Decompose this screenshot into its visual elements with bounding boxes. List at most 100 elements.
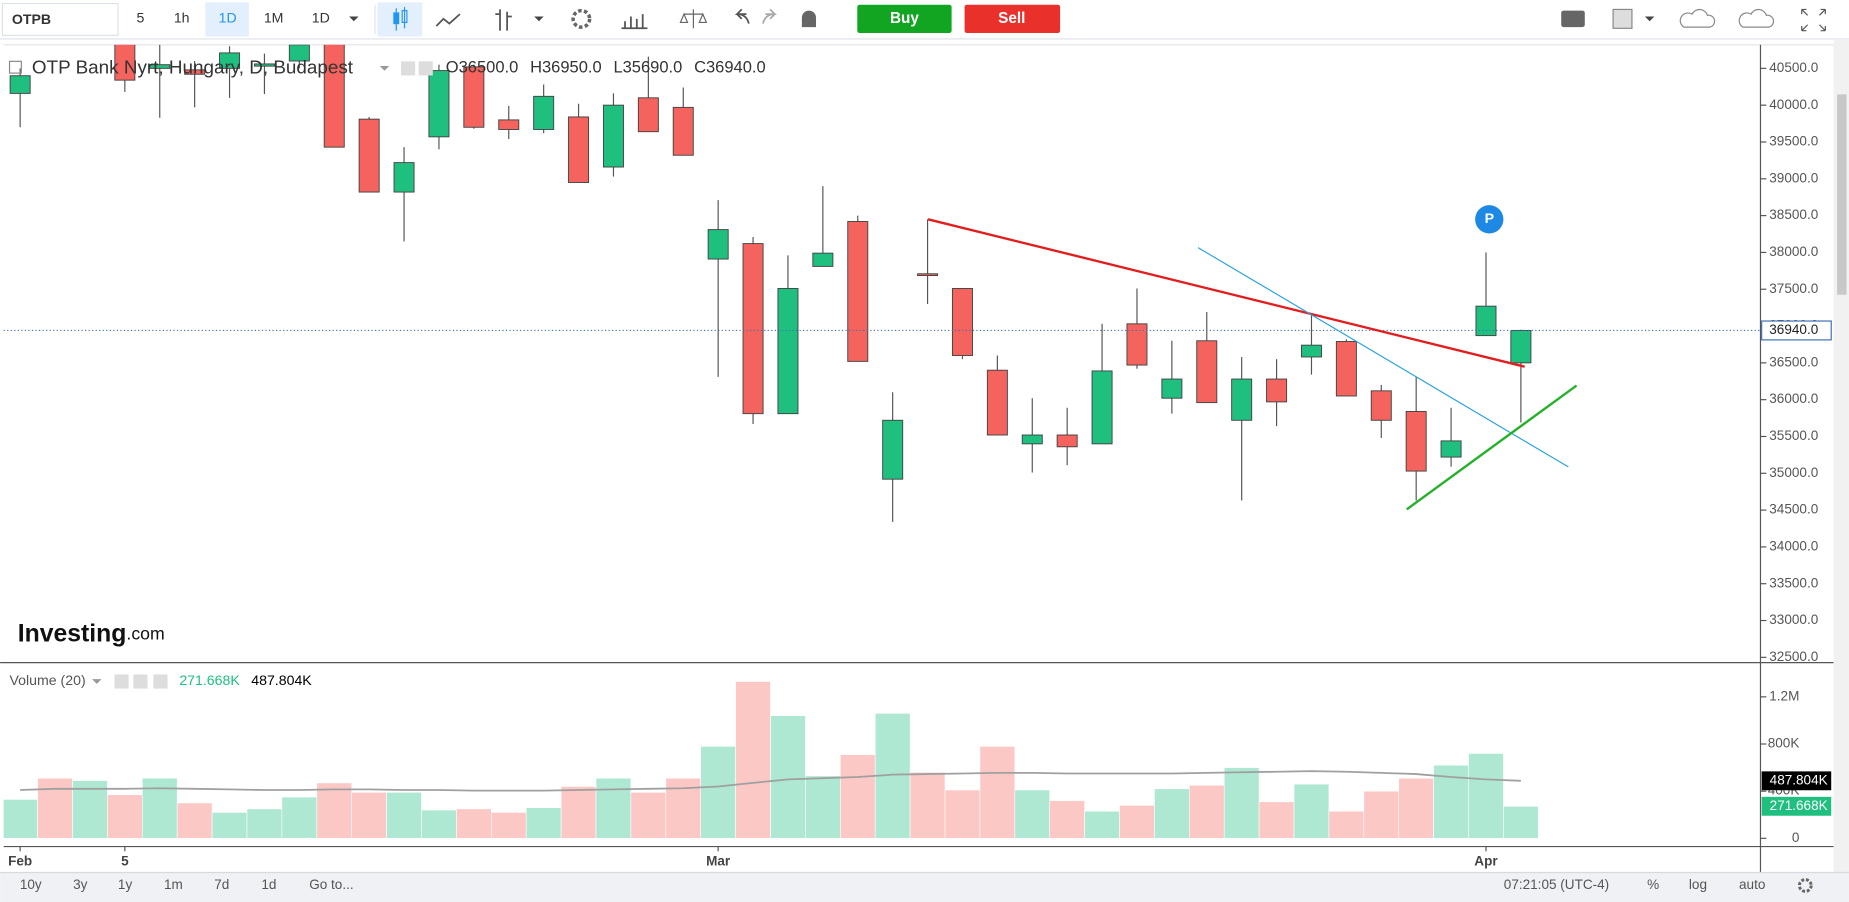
dropdown-arrow[interactable]: [349, 16, 359, 22]
candle-body: [393, 162, 415, 193]
x-tick-label: Feb: [8, 853, 32, 868]
candle-body: [812, 252, 834, 267]
candle-body: [637, 97, 659, 133]
dropdown-arrow[interactable]: [92, 679, 102, 684]
volume-bar: [351, 792, 387, 839]
auto-toggle[interactable]: auto: [1739, 877, 1765, 892]
plot-area: [3, 44, 1761, 847]
event-marker-label[interactable]: P: [1485, 210, 1494, 226]
last-value-label: 487.804K: [1770, 772, 1828, 787]
undo-icon[interactable]: [734, 8, 750, 24]
candle-body: [1475, 305, 1497, 337]
buy-label[interactable]: Buy: [890, 10, 919, 27]
candle-body: [288, 44, 310, 62]
y-tick-label: 38000.0: [1769, 244, 1818, 259]
range-button[interactable]: 3y: [73, 877, 88, 892]
trendline[interactable]: [1406, 384, 1578, 511]
candle-body: [1405, 410, 1427, 472]
redo-icon[interactable]: [762, 8, 777, 24]
range-button[interactable]: 1d: [261, 877, 276, 892]
volume-bar: [595, 777, 632, 839]
volume-bar: [735, 681, 771, 839]
layout-icon[interactable]: [1612, 8, 1633, 29]
candle-body: [602, 104, 624, 168]
symbol-box[interactable]: [1, 2, 119, 36]
interval[interactable]: 1D: [312, 10, 330, 26]
volume-bar: [1328, 810, 1365, 839]
legend-icon[interactable]: [418, 61, 433, 76]
candle-icon[interactable]: [393, 7, 408, 31]
buy-button[interactable]: [857, 4, 952, 34]
candle-body: [707, 229, 729, 260]
y-tick-label: 36500.0: [1769, 354, 1818, 369]
volume-bar: [211, 812, 248, 839]
range-button[interactable]: 1m: [164, 877, 183, 892]
interval[interactable]: 1D: [219, 10, 237, 26]
symbol[interactable]: OTPB: [12, 11, 51, 27]
interval[interactable]: 5: [136, 10, 144, 26]
sell-label[interactable]: Sell: [998, 10, 1025, 27]
y-tick-label: 35000.0: [1769, 465, 1818, 480]
legend-icon[interactable]: [153, 674, 168, 689]
goto-button[interactable]: Go to...: [309, 877, 353, 892]
y-tick-label: 35500.0: [1769, 428, 1818, 443]
volume-ma-legend-value: 487.804K: [251, 672, 312, 688]
bar-icon[interactable]: [495, 9, 512, 31]
dropdown-arrow[interactable]: [1644, 16, 1655, 22]
indicators-icon[interactable]: [621, 14, 648, 30]
volume-bar: [1258, 801, 1295, 839]
dropdown-arrow[interactable]: [379, 66, 390, 71]
volume-bar: [281, 796, 318, 839]
settings-icon[interactable]: [571, 8, 592, 29]
dropdown-arrow[interactable]: [534, 16, 544, 22]
fullscreen-icon[interactable]: [1801, 8, 1826, 32]
line-icon[interactable]: [435, 13, 461, 27]
candle-body: [1161, 378, 1183, 399]
candle-body: [986, 369, 1008, 436]
candle-body: [1510, 329, 1532, 364]
collapse-icon[interactable]: [8, 60, 22, 74]
chart-style-active: [377, 2, 423, 37]
interval[interactable]: 1M: [264, 10, 284, 26]
range-button[interactable]: 1y: [118, 877, 133, 892]
scrollbar-thumb[interactable]: [1837, 94, 1847, 295]
volume-bar: [1293, 783, 1330, 839]
logo-brand: Investing: [18, 620, 127, 647]
legend-icon[interactable]: [400, 61, 416, 76]
volume-legend-value: 271.668K: [179, 672, 240, 688]
save-icon[interactable]: [1738, 8, 1775, 28]
sell-button[interactable]: [964, 4, 1061, 34]
volume-bar: [421, 809, 457, 839]
interval-active-bg: [205, 2, 249, 37]
event-marker[interactable]: [1475, 205, 1504, 234]
trendline[interactable]: [1197, 247, 1569, 468]
last-price-label: 36940.0: [1769, 322, 1818, 337]
last-value-box: [1761, 796, 1832, 816]
interval[interactable]: 1h: [174, 10, 190, 26]
percent-toggle[interactable]: %: [1647, 877, 1659, 892]
legend-icon[interactable]: [133, 674, 148, 689]
legend-icon[interactable]: [114, 674, 129, 689]
range-button[interactable]: 7d: [214, 877, 229, 892]
volume-ma-line: [20, 770, 1521, 792]
settings-icon[interactable]: [1797, 878, 1813, 893]
volume-bar: [909, 772, 946, 839]
axes: 32500.0 33000.0 33500.0 34000.0 34500.0 35000…: [8, 60, 1832, 868]
candle-body: [742, 243, 764, 415]
log-toggle[interactable]: log: [1689, 877, 1707, 892]
trendline[interactable]: [927, 218, 1525, 368]
drawings: P: [927, 205, 1578, 511]
volume-bar: [560, 786, 597, 839]
range-button[interactable]: 10y: [20, 877, 42, 892]
candle-body: [951, 288, 973, 356]
y-tick-label: 32500.0: [1769, 649, 1818, 664]
compare-icon[interactable]: [679, 9, 708, 29]
ohlc-key: H: [530, 59, 542, 77]
camera-icon[interactable]: [1561, 10, 1585, 28]
load-icon[interactable]: [1679, 8, 1716, 28]
volume-bar: [386, 792, 422, 839]
candle-body: [114, 44, 136, 81]
alert-icon[interactable]: [801, 10, 817, 28]
volume-bar: [176, 802, 213, 839]
